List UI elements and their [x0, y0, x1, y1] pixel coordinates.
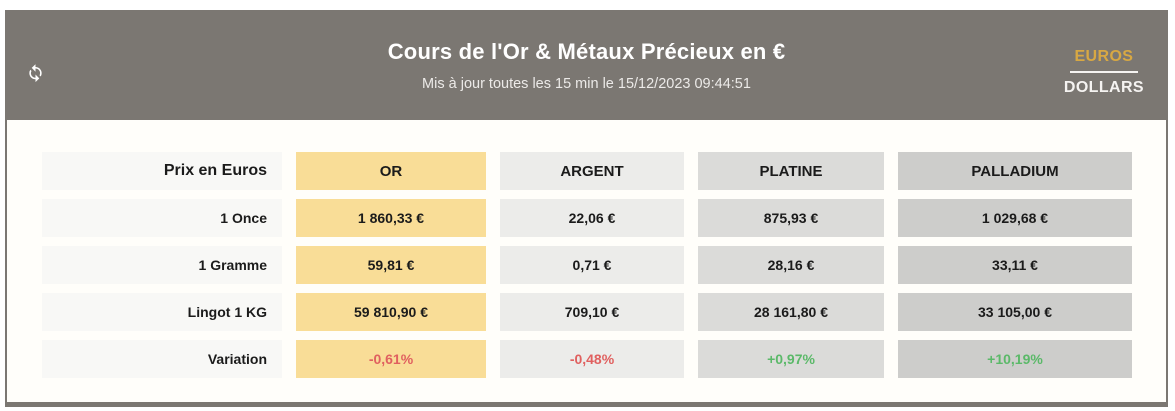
col-header-platine: PLATINE [698, 152, 884, 190]
value-cell-palladium: 33,11 € [898, 246, 1132, 284]
row-label: 1 Gramme [42, 246, 282, 284]
value-cell-argent: 0,71 € [500, 246, 684, 284]
value-cell-platine: 28 161,80 € [698, 293, 884, 331]
value-cell-palladium: 1 029,68 € [898, 199, 1132, 237]
refresh-button[interactable] [23, 62, 47, 86]
currency-toggle: EUROS DOLLARS [1064, 46, 1144, 99]
value-cell-or: 59,81 € [296, 246, 486, 284]
currency-option-dollars[interactable]: DOLLARS [1064, 77, 1144, 99]
value-cell-argent: 22,06 € [500, 199, 684, 237]
table-header-row: Prix en Euros OR ARGENT PLATINE PALLADIU… [42, 152, 1166, 190]
variation-cell-argent: -0,48% [500, 340, 684, 378]
update-info: Mis à jour toutes les 15 min le 15/12/20… [422, 75, 751, 92]
table-row-lingot: Lingot 1 KG 59 810,90 € 709,10 € 28 161,… [42, 293, 1166, 331]
refresh-icon [26, 63, 45, 85]
page-title: Cours de l'Or & Métaux Précieux en € [387, 38, 786, 64]
value-cell-or: 1 860,33 € [296, 199, 486, 237]
gold-prices-widget: Cours de l'Or & Métaux Précieux en € Mis… [5, 10, 1168, 407]
table-row-once: 1 Once 1 860,33 € 22,06 € 875,93 € 1 029… [42, 199, 1166, 237]
col-header-argent: ARGENT [500, 152, 684, 190]
corner-label: Prix en Euros [42, 152, 282, 190]
value-cell-argent: 709,10 € [500, 293, 684, 331]
table-row-variation: Variation -0,61% -0,48% +0,97% +10,19% [42, 340, 1166, 378]
table-row-gramme: 1 Gramme 59,81 € 0,71 € 28,16 € 33,11 € [42, 246, 1166, 284]
col-header-palladium: PALLADIUM [898, 152, 1132, 190]
header: Cours de l'Or & Métaux Précieux en € Mis… [7, 10, 1166, 120]
row-label: Lingot 1 KG [42, 293, 282, 331]
currency-option-euros[interactable]: EUROS [1074, 46, 1133, 68]
prices-table: Prix en Euros OR ARGENT PLATINE PALLADIU… [7, 120, 1166, 378]
col-header-or: OR [296, 152, 486, 190]
value-cell-platine: 875,93 € [698, 199, 884, 237]
currency-divider [1069, 71, 1138, 73]
row-label: Variation [42, 340, 282, 378]
value-cell-platine: 28,16 € [698, 246, 884, 284]
value-cell-or: 59 810,90 € [296, 293, 486, 331]
variation-cell-platine: +0,97% [698, 340, 884, 378]
variation-cell-or: -0,61% [296, 340, 486, 378]
row-label: 1 Once [42, 199, 282, 237]
variation-cell-palladium: +10,19% [898, 340, 1132, 378]
value-cell-palladium: 33 105,00 € [898, 293, 1132, 331]
